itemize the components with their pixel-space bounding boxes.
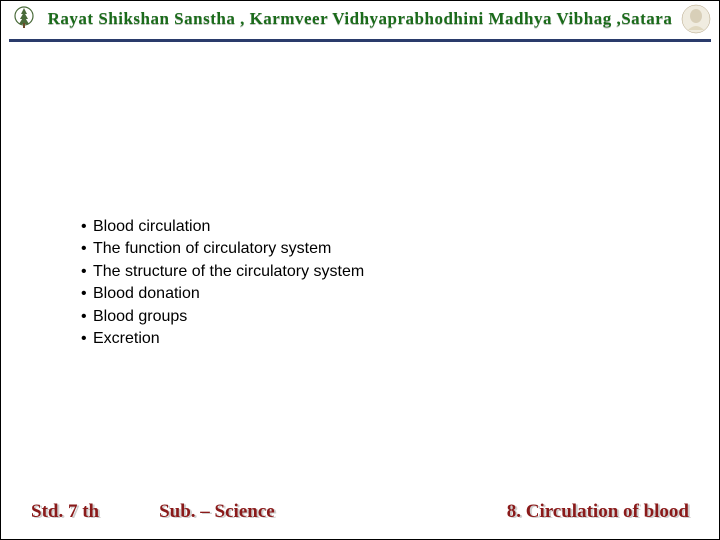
footer-chapter: 8. Circulation of blood (507, 501, 689, 523)
list-item: Blood donation (81, 283, 639, 305)
header-title-wrap: Rayat Shikshan Sanstha , Karmveer Vidhya… (39, 9, 681, 29)
footer-std: Std. 7 th (31, 501, 99, 523)
tree-emblem-icon (9, 4, 39, 34)
header-title: Rayat Shikshan Sanstha , Karmveer Vidhya… (39, 9, 681, 29)
footer-subject: Sub. – Science (159, 501, 275, 523)
slide-frame: Rayat Shikshan Sanstha , Karmveer Vidhya… (0, 0, 720, 540)
footer-chapter-wrap: 8. Circulation of blood 8. Circulation o… (507, 501, 689, 523)
portrait-circle-icon (681, 4, 711, 34)
header-bar: Rayat Shikshan Sanstha , Karmveer Vidhya… (1, 1, 719, 37)
list-item: Blood groups (81, 306, 639, 328)
list-item: The structure of the circulatory system (81, 261, 639, 283)
list-item: Excretion (81, 328, 639, 350)
bullet-list: Blood circulation The function of circul… (81, 216, 639, 350)
content-area: Blood circulation The function of circul… (81, 216, 639, 350)
footer-subject-wrap: Sub. – Science Sub. – Science (159, 501, 275, 523)
footer-std-wrap: Std. 7 th Std. 7 th (31, 501, 99, 523)
list-item: The function of circulatory system (81, 238, 639, 260)
header-divider (9, 39, 711, 42)
footer-bar: Std. 7 th Std. 7 th Sub. – Science Sub. … (1, 493, 719, 531)
list-item: Blood circulation (81, 216, 639, 238)
